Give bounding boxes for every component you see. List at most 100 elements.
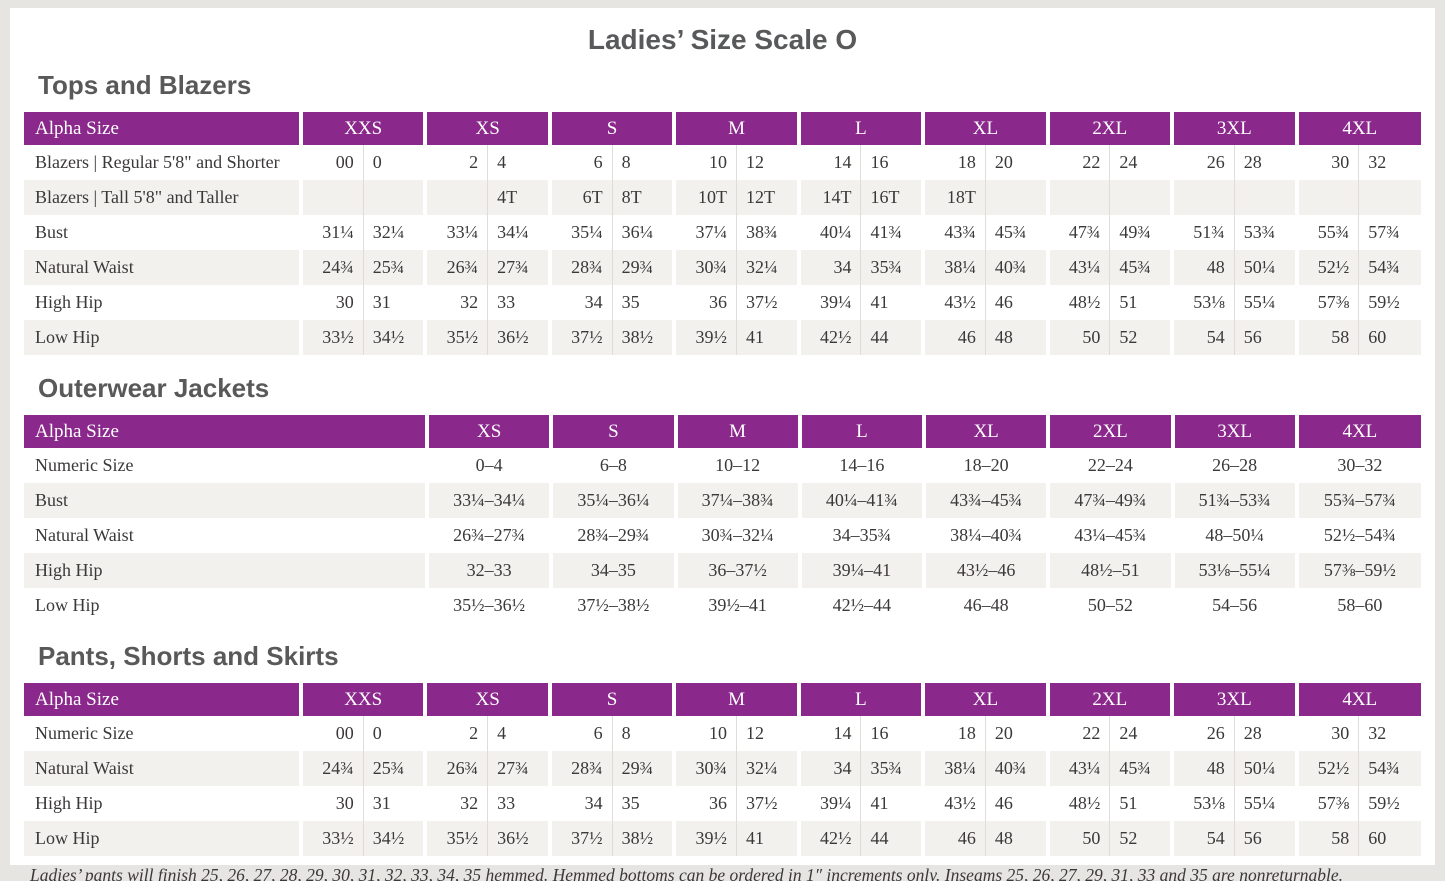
size-scale-document: Ladies’ Size Scale O Tops and Blazers Al… — [10, 8, 1435, 881]
size-cell: 0 — [362, 145, 426, 180]
table-row: High Hip 32–33 34–35 36–37½ 39¼–41 43½–46 48½–… — [24, 553, 1421, 588]
size-cell: 28 — [1233, 145, 1297, 180]
size-cell: 22 — [1045, 716, 1110, 751]
size-range-cell: 36–37½ — [673, 553, 800, 588]
size-range-cell: 28¾–29¾ — [549, 518, 676, 553]
size-cell — [1294, 180, 1359, 215]
size-cell: 60 — [1358, 821, 1421, 856]
column-header-size: XS — [424, 415, 552, 448]
size-cell: 56 — [1233, 320, 1297, 355]
size-cell: 16 — [860, 716, 924, 751]
row-label: Low Hip — [24, 320, 301, 355]
size-range-cell: 18–20 — [921, 448, 1049, 483]
size-cell: 28 — [1233, 716, 1297, 751]
size-cell: 30 — [1294, 145, 1359, 180]
size-cell: 38¼ — [921, 250, 986, 285]
row-label: Bust — [35, 222, 69, 242]
size-cell: 53⅛ — [1170, 786, 1235, 821]
size-cell: 35½ — [423, 320, 488, 355]
size-cell: 12T — [736, 180, 799, 215]
size-range-cell: 39¼–41 — [797, 553, 924, 588]
size-cell: 46 — [921, 320, 986, 355]
size-cell: 45¾ — [1109, 250, 1173, 285]
footnote: Ladies’ pants will finish 25, 26, 27, 28… — [30, 865, 1344, 881]
page-title: Ladies’ Size Scale O — [587, 24, 858, 55]
outerwear-jackets-table-container: Alpha Size XS S M L XL 2XL 3XL 4XL Numeric Size 0–… — [24, 415, 1421, 623]
section-tops-and-blazers: Tops and Blazers Alpha Size XXS XS S M L XL 2XL… — [24, 70, 1421, 355]
size-cell: 2 — [423, 145, 488, 180]
size-cell: 8 — [611, 716, 675, 751]
tops-and-blazers-table-container: Alpha Size XXS XS S M L XL 2XL 3XL 4XL Blazers | R… — [24, 112, 1421, 355]
size-cell: 10T — [672, 180, 737, 215]
size-cell — [1109, 180, 1173, 215]
size-cell: 55¾ — [1294, 215, 1359, 250]
size-cell: 35 — [611, 786, 675, 821]
header-row: Alpha Size XS S M L XL 2XL 3XL 4XL — [24, 415, 1421, 448]
size-cell: 26 — [1170, 716, 1235, 751]
size-cell: 34 — [796, 250, 861, 285]
size-cell: 58 — [1294, 821, 1359, 856]
size-range-cell: 53⅛–55¼ — [1170, 553, 1297, 588]
size-cell: 43½ — [921, 786, 986, 821]
size-cell: 20 — [984, 716, 1048, 751]
size-cell: 35¾ — [860, 250, 924, 285]
size-cell: 43¾ — [921, 215, 986, 250]
row-label: High Hip — [35, 793, 103, 813]
size-cell: 30¾ — [672, 250, 737, 285]
size-cell: 54 — [1170, 320, 1235, 355]
size-cell: 37½ — [547, 320, 613, 355]
size-cell: 39¼ — [796, 285, 861, 320]
size-cell: 00 — [298, 145, 364, 180]
size-cell: 33 — [487, 285, 550, 320]
size-cell: 24¾ — [298, 751, 364, 786]
size-cell: 37½ — [736, 285, 799, 320]
size-cell: 54¾ — [1358, 250, 1421, 285]
size-cell: 26 — [1170, 145, 1235, 180]
size-cell: 00 — [298, 716, 364, 751]
size-cell: 48 — [984, 320, 1048, 355]
size-cell: 25¾ — [362, 250, 426, 285]
size-cell: 28¾ — [547, 250, 613, 285]
size-cell: 33½ — [298, 320, 364, 355]
table-row: Blazers | Regular 5'8" and Shorter 00 0 2 4 6… — [24, 145, 1421, 180]
size-cell: 24¾ — [298, 250, 364, 285]
size-cell: 0 — [362, 716, 426, 751]
size-range-cell: 37½–38½ — [549, 588, 676, 623]
size-cell: 12 — [736, 716, 799, 751]
size-cell: 39¼ — [796, 786, 861, 821]
size-cell: 43¼ — [1045, 250, 1110, 285]
column-header-size: 3XL — [1170, 415, 1297, 448]
table-row: Natural Waist 24¾ 25¾ 26¾ 27¾ 28¾ 29¾ 30¾ 32¼ 34 3… — [24, 250, 1421, 285]
size-cell — [1170, 180, 1235, 215]
size-cell: 41 — [860, 285, 924, 320]
row-label: Low Hip — [24, 821, 301, 856]
section-heading-tops-and-blazers: Tops and Blazers — [38, 70, 252, 100]
size-range-cell: 35¼–36¼ — [549, 483, 676, 518]
size-cell: 4T — [487, 180, 550, 215]
size-range-cell: 30¾–32¼ — [673, 518, 800, 553]
size-cell: 12 — [736, 145, 799, 180]
size-range-cell: 33¼–34¼ — [424, 483, 552, 518]
size-cell: 49¾ — [1109, 215, 1173, 250]
size-cell: 14 — [796, 716, 861, 751]
size-cell — [298, 180, 364, 215]
size-cell: 8T — [611, 180, 675, 215]
size-cell: 30 — [298, 786, 364, 821]
section-heading-pants-shorts-and-skirts: Pants, Shorts and Skirts — [38, 641, 339, 671]
column-header-size: 2XL — [1045, 112, 1173, 145]
column-header-size: M — [672, 112, 799, 145]
size-cell — [423, 180, 488, 215]
header-row: Alpha Size XXS XS S M L XL 2XL 3XL 4XL — [24, 112, 1421, 145]
row-label: Bust — [24, 483, 427, 518]
size-cell: 26¾ — [423, 250, 488, 285]
column-header-size: 3XL — [1170, 112, 1297, 145]
size-range-cell: 43¾–45¾ — [921, 483, 1049, 518]
size-cell: 60 — [1358, 320, 1421, 355]
size-cell: 48 — [984, 821, 1048, 856]
size-cell: 55¼ — [1233, 786, 1297, 821]
column-header-size: L — [796, 683, 924, 716]
size-cell: 38½ — [611, 320, 675, 355]
size-range-cell: 51¾–53¾ — [1170, 483, 1297, 518]
row-label: Numeric Size — [35, 723, 134, 743]
size-cell: 32 — [423, 786, 488, 821]
